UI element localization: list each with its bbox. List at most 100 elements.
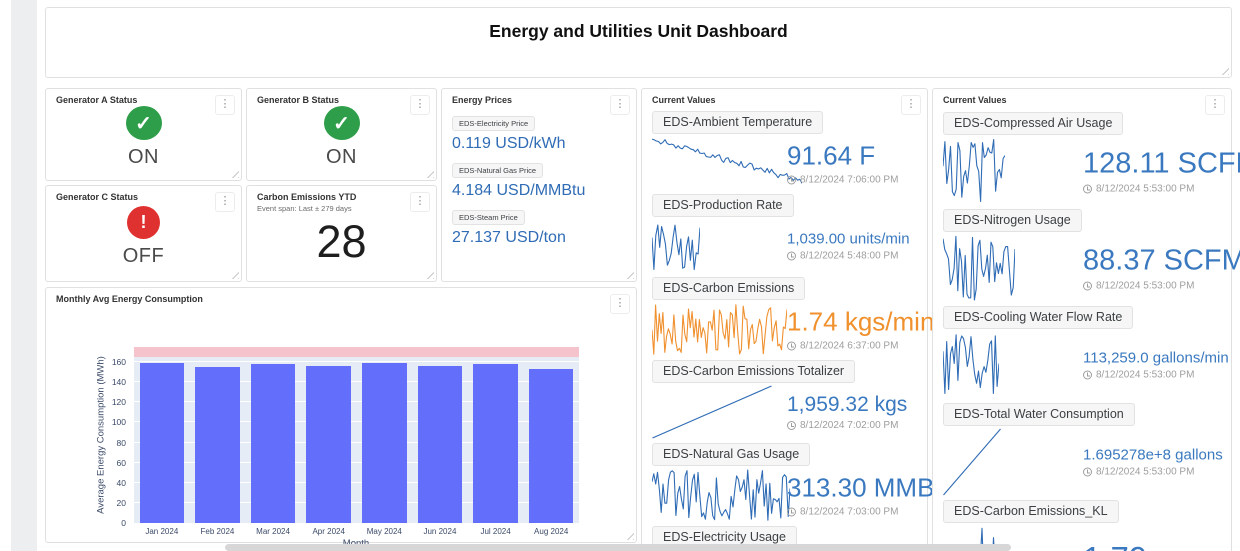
sparkline-rise: [652, 385, 772, 439]
panel-menu-button[interactable]: ⋮: [410, 192, 430, 212]
metric-row: EDS-Ambient Temperature 91.64 F 8/12/2024 …: [652, 111, 917, 190]
metric-body: 1,959.32 kgs 8/12/2024 7:02:00 PM: [652, 385, 917, 439]
metric-body: 128.11 SCFM 8/12/2024 5:53:00 PM: [943, 137, 1240, 205]
metric-value: 1.79: [1083, 540, 1147, 551]
generator-a-status: ON: [128, 146, 159, 168]
price-value: 4.184 USD/MMBtu: [452, 182, 586, 199]
gridline: [134, 481, 579, 483]
resize-handle[interactable]: [625, 531, 634, 540]
panel-generator-a: Generator A Status ✓ ON ⋮: [45, 88, 242, 181]
gridline: [134, 501, 579, 503]
energy-price-item: EDS-Steam Price 27.137 USD/ton: [452, 207, 626, 247]
clock-icon: [1083, 281, 1092, 291]
price-tag-chip[interactable]: EDS-Electricity Price: [452, 116, 536, 131]
metric-body: 1.74 kgs/min 8/12/2024 6:37:00 PM: [652, 302, 934, 356]
resize-handle[interactable]: [425, 169, 434, 178]
panel-title: Current Values: [943, 95, 1007, 105]
timestamp-text: 8/12/2024 7:03:00 PM: [800, 506, 899, 518]
panel-menu-button[interactable]: ⋮: [610, 95, 630, 115]
title-panel: Energy and Utilities Unit Dashboard: [45, 7, 1232, 78]
metric-value: 313.30 MMBtu: [787, 472, 957, 503]
panel-title: Generator B Status: [257, 95, 340, 105]
clock-icon: [1083, 370, 1092, 380]
metric-row: EDS-Total Water Consumption 1.695278e+8 g…: [943, 403, 1223, 496]
gridline: [134, 421, 579, 423]
bar[interactable]: [195, 367, 240, 523]
metric-row: EDS-Compressed Air Usage 128.11 SCFM 8/12/…: [943, 112, 1240, 205]
metric-timestamp: 8/12/2024 7:03:00 PM: [787, 507, 956, 518]
resize-handle[interactable]: [1220, 66, 1229, 75]
bar[interactable]: [362, 363, 407, 523]
horizontal-scrollbar[interactable]: [225, 544, 1011, 551]
bar[interactable]: [528, 369, 574, 523]
sparkline-rise: [943, 428, 1001, 496]
bar[interactable]: [417, 366, 463, 523]
metric-tag-chip[interactable]: EDS-Production Rate: [652, 194, 794, 217]
metric-tag-chip[interactable]: EDS-Compressed Air Usage: [943, 112, 1124, 135]
resize-handle[interactable]: [230, 169, 239, 178]
metric-row: EDS-Production Rate 1,039.00 units/min 8/1…: [652, 194, 917, 273]
x-tick-label: May 2024: [366, 527, 402, 536]
y-axis-ticks: 0 20 40 60 80 100 120 140 160: [90, 347, 130, 528]
metric-tag-chip[interactable]: EDS-Natural Gas Usage: [652, 443, 811, 466]
carbon-ytd-value: 28: [316, 215, 367, 267]
metric-tag-chip[interactable]: EDS-Carbon Emissions_KL: [943, 500, 1119, 523]
metric-body: 88.37 SCFM 8/12/2024 5:53:00 PM: [943, 234, 1240, 302]
bar[interactable]: [139, 363, 185, 523]
metric-tag-chip[interactable]: EDS-Carbon Emissions Totalizer: [652, 360, 856, 383]
panel-menu-button[interactable]: ⋮: [901, 95, 921, 115]
metric-row: EDS-Carbon Emissions Totalizer 1,959.32 k…: [652, 360, 917, 439]
metric-reading: 1.79: [1083, 540, 1147, 551]
left-rail: [11, 0, 37, 551]
bar-slot: [190, 347, 246, 523]
metric-value: 1.74 kgs/min: [787, 306, 935, 337]
metric-reading: 313.30 MMBtu 8/12/2024 7:03:00 PM: [787, 473, 956, 518]
price-tag-chip[interactable]: EDS-Steam Price: [452, 210, 525, 225]
y-tick-label: 140: [111, 377, 126, 388]
metric-tag-chip[interactable]: EDS-Cooling Water Flow Rate: [943, 306, 1134, 329]
panel-generator-b: Generator B Status ✓ ON ⋮: [246, 88, 437, 181]
timestamp-text: 8/12/2024 5:53:00 PM: [1096, 183, 1195, 195]
panel-current-values-right: Current Values EDS-Compressed Air Usage 1…: [932, 88, 1240, 551]
metric-tag-chip[interactable]: EDS-Total Water Consumption: [943, 403, 1135, 426]
x-axis-ticks: Jan 2024 Feb 2024 Mar 2024 Apr 2024 May 2024…: [134, 527, 579, 536]
metric-body: 91.64 F 8/12/2024 7:06:00 PM: [652, 136, 917, 190]
metric-timestamp: 8/12/2024 5:48:00 PM: [787, 251, 910, 262]
clock-icon: [787, 341, 796, 351]
clock-icon: [787, 507, 796, 517]
metric-tag-chip[interactable]: EDS-Ambient Temperature: [652, 111, 824, 134]
panel-title: Current Values: [652, 95, 716, 105]
timestamp-text: 8/12/2024 5:53:00 PM: [1096, 280, 1195, 292]
bar[interactable]: [250, 364, 296, 523]
panel-menu-button[interactable]: ⋮: [410, 95, 430, 115]
panel-menu-button[interactable]: ⋮: [215, 95, 235, 115]
price-tag-chip[interactable]: EDS-Natural Gas Price: [452, 163, 544, 178]
panel-menu-button[interactable]: ⋮: [215, 192, 235, 212]
timestamp-text: 8/12/2024 7:02:00 PM: [800, 420, 899, 431]
bar[interactable]: [473, 364, 518, 523]
metric-tag-chip[interactable]: EDS-Carbon Emissions: [652, 277, 806, 300]
sparkline-noisy: [943, 139, 1005, 203]
resize-handle[interactable]: [425, 270, 434, 279]
metric-list: EDS-Ambient Temperature 91.64 F 8/12/2024 …: [652, 111, 956, 551]
metric-body: 313.30 MMBtu 8/12/2024 7:03:00 PM: [652, 468, 956, 522]
metric-value: 1,039.00 units/min: [787, 230, 910, 248]
y-tick-label: 100: [111, 417, 126, 428]
bar-series: [134, 347, 579, 523]
gridline: [134, 381, 579, 383]
y-tick-label: 40: [116, 477, 126, 488]
exclamation-icon: !: [140, 211, 147, 232]
x-tick-label: Jan 2024: [145, 527, 179, 536]
clock-icon: [787, 421, 796, 430]
metric-tag-chip[interactable]: EDS-Nitrogen Usage: [943, 209, 1082, 232]
x-tick-label: Apr 2024: [312, 527, 345, 536]
bar[interactable]: [306, 366, 351, 523]
panel-menu-button[interactable]: ⋮: [610, 294, 630, 314]
y-tick-label: 120: [111, 397, 126, 408]
metric-row: EDS-Carbon Emissions 1.74 kgs/min 8/12/202…: [652, 277, 934, 356]
panel-menu-button[interactable]: ⋮: [1205, 95, 1225, 115]
resize-handle[interactable]: [625, 270, 634, 279]
resize-handle[interactable]: [230, 270, 239, 279]
metric-reading: 113,259.0 gallons/min 8/12/2024 5:53:00 P…: [1083, 350, 1229, 381]
metric-body: 1.695278e+8 gallons 8/12/2024 5:53:00 PM: [943, 428, 1223, 496]
